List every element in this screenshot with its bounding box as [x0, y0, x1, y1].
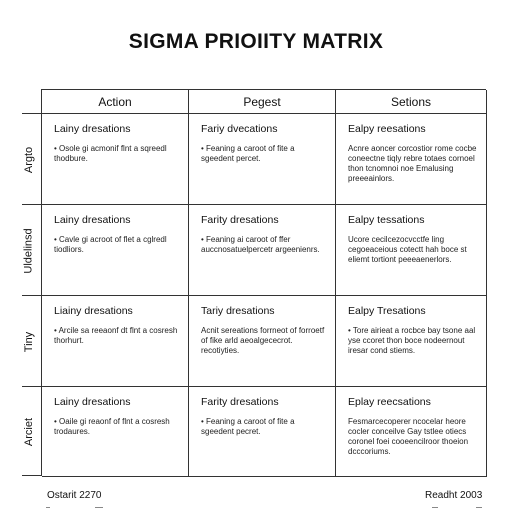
matrix-cell: Ealpy Tresations • Tore airieat a rocbce…	[336, 296, 487, 387]
page-title: SIGMA PRIOIITY MATRIX	[128, 30, 384, 53]
cell-text: Ucore cecilcezocvcctfe ling cegoeaceious…	[348, 235, 467, 264]
cell-title: Eplay reecsations	[348, 396, 431, 408]
cell-title: Farity dresations	[201, 214, 279, 226]
column-header-pegest: Pegest	[189, 90, 336, 114]
cell-text: • Cavle gi acroot of flet a cglredl tiod…	[54, 235, 167, 254]
cell-title: Lainy dresations	[54, 123, 131, 135]
matrix-cell: Eplay reecsations Fesmarcecoperer ncocel…	[336, 387, 487, 477]
cell-title: Ealpy tessations	[348, 214, 425, 226]
cell-text: • Feaning a caroot of fite a sgeedent pe…	[201, 417, 295, 436]
footer-mark	[476, 507, 482, 508]
row-header-label: Tiny	[23, 331, 35, 352]
row-divider	[22, 113, 41, 114]
cell-text: Acnre aoncer corcostior rome cocbe conee…	[348, 144, 477, 183]
matrix-cell: Lainy dresations • Osole gi acmonif flnt…	[42, 114, 189, 205]
column-header-setions: Setions	[336, 90, 487, 114]
row-header-2: Uldelinsd	[16, 205, 42, 296]
row-divider	[22, 295, 41, 296]
footer-left-note: Ostarit 2270	[47, 490, 102, 501]
row-divider	[22, 386, 41, 387]
matrix-cell: Farity dresations • Feaning ai caroot of…	[189, 205, 336, 296]
row-header-3: Tiny	[16, 296, 42, 387]
matrix-cell: Tariy dresations Acnit sereations forrne…	[189, 296, 336, 387]
row-divider	[22, 204, 41, 205]
cell-text: Fesmarcecoperer ncocelar heore cocler co…	[348, 417, 469, 456]
column-header-action: Action	[42, 90, 189, 114]
row-header-label: Arciet	[23, 417, 35, 446]
cell-title: Fariy dvecations	[201, 123, 278, 135]
priority-matrix: Action Pegest Setions Lainy dresations •…	[41, 89, 487, 477]
matrix-cell: Lainy dresations • Oaile gi reaonf of fl…	[42, 387, 189, 477]
footer-mark	[432, 507, 438, 508]
matrix-cell: Liainy dresations • Arcile sa reeaonf dt…	[42, 296, 189, 387]
matrix-cell: Lainy dresations • Cavle gi acroot of fl…	[42, 205, 189, 296]
cell-title: Ealpy Tresations	[348, 305, 426, 317]
cell-text: • Feaning ai caroot of ffer auccnosatuel…	[201, 235, 320, 254]
cell-text: • Tore airieat a rocbce bay tsone aal ys…	[348, 326, 476, 355]
footer-mark	[46, 507, 50, 508]
cell-title: Lainy dresations	[54, 396, 131, 408]
cell-title: Lainy dresations	[54, 214, 131, 226]
cell-text: • Oaile gi reaonf of flnt a cosresh trod…	[54, 417, 170, 436]
cell-text: • Osole gi acmonif flnt a sqreedl thodbu…	[54, 144, 167, 163]
cell-text: Acnit sereations forrneot of forroetf of…	[201, 326, 325, 355]
cell-title: Liainy dresations	[54, 305, 133, 317]
matrix-cell: Farity dresations • Feaning a caroot of …	[189, 387, 336, 477]
matrix-cell: Ealpy tessations Ucore cecilcezocvcctfe …	[336, 205, 487, 296]
matrix-cell: Ealpy reesations Acnre aoncer corcostior…	[336, 114, 487, 205]
cell-title: Ealpy reesations	[348, 123, 426, 135]
row-header-label: Argto	[23, 146, 36, 173]
cell-title: Tariy dresations	[201, 305, 275, 317]
row-header-1: Argto	[16, 114, 42, 205]
cell-title: Farity dresations	[201, 396, 279, 408]
cell-text: • Arcile sa reeaonf dt flnt a cosresh th…	[54, 326, 178, 345]
matrix-cell: Fariy dvecations • Feaning a caroot of f…	[189, 114, 336, 205]
row-header-4: Arciet	[16, 387, 42, 476]
row-header-label: Uldelinsd	[23, 227, 35, 274]
footer-mark	[95, 507, 103, 508]
cell-text: • Feaning a caroot of fite a sgeedent pe…	[201, 144, 295, 163]
row-divider	[22, 475, 41, 476]
footer-right-note: Readht 2003	[425, 490, 483, 501]
